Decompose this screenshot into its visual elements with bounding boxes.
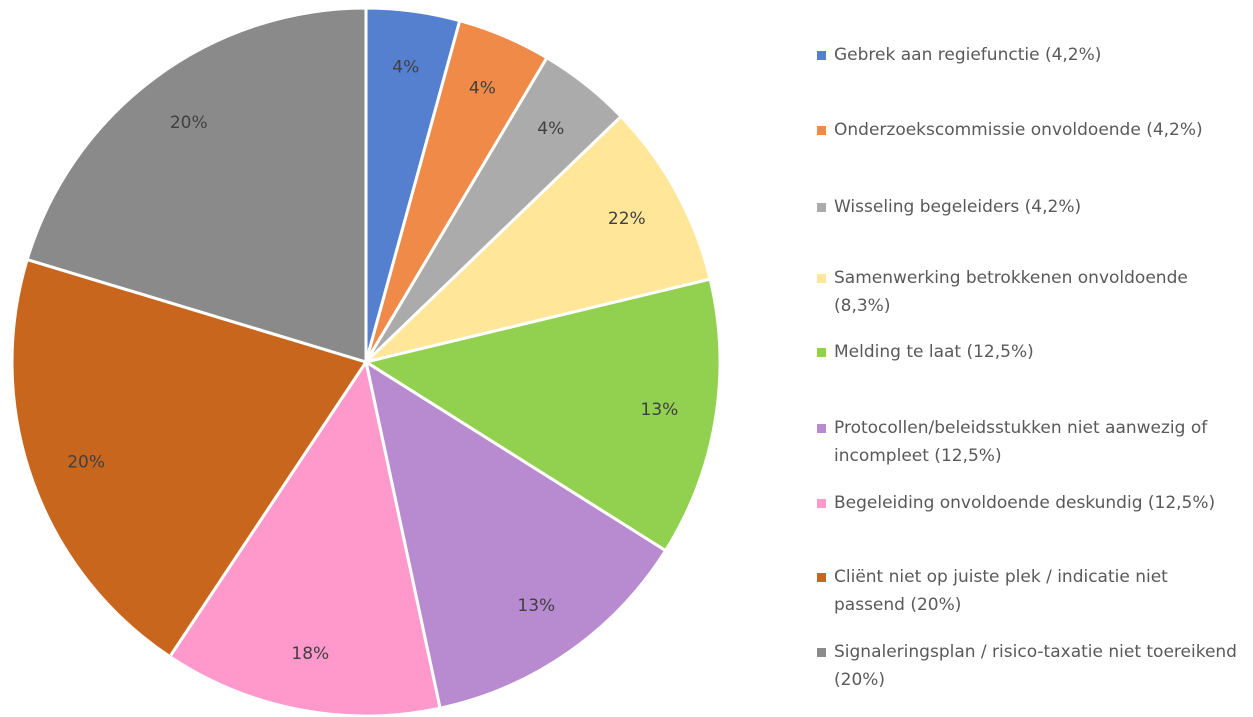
slice-label: 13% [517, 596, 555, 616]
legend-item: Cliënt niet op juiste plek / indicatie n… [812, 563, 1237, 619]
legend-label: Signaleringsplan / risico-taxatie niet t… [834, 642, 1237, 690]
legend-swatch [817, 648, 826, 657]
legend-label: Begeleiding onvoldoende deskundig (12,5%… [834, 493, 1216, 513]
legend-item: Wisseling begeleiders (4,2%) [812, 193, 1237, 221]
slice-label: 18% [291, 644, 329, 664]
legend-label: Melding te laat (12,5%) [834, 342, 1034, 362]
legend-label: Onderzoekscommissie onvoldoende (4,2%) [834, 120, 1203, 140]
legend-swatch [817, 126, 826, 135]
legend-label: Gebrek aan regiefunctie (4,2%) [834, 45, 1102, 65]
legend-label: Wisseling begeleiders (4,2%) [834, 197, 1082, 217]
legend-item: Onderzoekscommissie onvoldoende (4,2%) [812, 116, 1237, 144]
legend-swatch [817, 499, 826, 508]
legend-swatch [817, 203, 826, 212]
legend-swatch [817, 348, 826, 357]
legend-item: Signaleringsplan / risico-taxatie niet t… [812, 638, 1237, 694]
slice-label: 13% [641, 400, 679, 420]
slice-label: 22% [608, 209, 646, 229]
legend-item: Melding te laat (12,5%) [812, 338, 1237, 366]
slice-label: 4% [469, 78, 496, 98]
pie-slice [362, 277, 722, 553]
pie-slice [363, 358, 668, 710]
legend-label: Samenwerking betrokkenen onvoldoende (8,… [834, 268, 1188, 316]
legend-swatch [817, 424, 826, 433]
slice-label: 20% [170, 113, 208, 133]
legend-item: Begeleiding onvoldoende deskundig (12,5%… [812, 489, 1237, 517]
pie-slice [25, 6, 368, 365]
legend-label: Cliënt niet op juiste plek / indicatie n… [834, 567, 1168, 615]
legend-swatch [817, 573, 826, 582]
legend-item: Samenwerking betrokkenen onvoldoende (8,… [812, 264, 1237, 320]
pie-slice [10, 257, 369, 659]
slice-label: 4% [537, 119, 564, 139]
legend-swatch [817, 51, 826, 60]
legend-item: Gebrek aan regiefunctie (4,2%) [812, 41, 1237, 69]
slice-label: 20% [67, 453, 105, 473]
slice-label: 4% [392, 57, 419, 77]
legend-swatch [817, 274, 826, 283]
pie-slice [167, 358, 442, 717]
pie-slice [360, 114, 712, 365]
legend-label: Protocollen/beleidsstukken niet aanwezig… [834, 418, 1208, 466]
legend-item: Protocollen/beleidsstukken niet aanwezig… [812, 414, 1237, 470]
